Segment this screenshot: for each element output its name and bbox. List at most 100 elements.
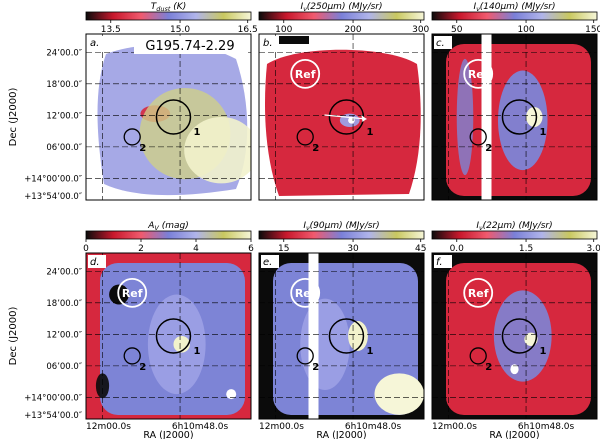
panel-b: 100 200 300 Iν(250μm) (MJy/sr) Ref 1 2 b. <box>258 2 430 201</box>
colorbar-tick: 16.5 <box>238 25 258 35</box>
panel-title: G195.74-2.29 <box>145 39 234 54</box>
y-axis-label: Dec (J2000) <box>8 88 19 147</box>
source-1-label: 1 <box>539 127 546 138</box>
source-2-circle <box>296 128 314 146</box>
ref-label: Ref <box>122 287 143 300</box>
colorbar <box>85 11 252 21</box>
y-tick-label: +14°00’00.0″ <box>24 393 82 403</box>
y-tick-label: 12’00.0″ <box>46 330 82 340</box>
colorbar-tick: 15.0 <box>170 25 190 35</box>
map-image <box>432 253 597 419</box>
y-tick-label: 24’00.0″ <box>46 267 82 277</box>
x-axis-label: RA (J2000) <box>489 430 539 439</box>
panel-letter: d. <box>90 257 100 268</box>
panel-letter: a. <box>90 38 99 49</box>
x-tick-label: 12m00.0s <box>259 422 304 432</box>
colorbar-tick: 100 <box>275 25 292 35</box>
source-2-circle <box>469 347 487 365</box>
arrow <box>324 114 367 120</box>
colorbar <box>258 230 425 240</box>
map-image <box>432 34 597 200</box>
source-1-circle <box>155 318 192 354</box>
source-2-circle <box>469 128 487 146</box>
panel-letter: c. <box>436 38 445 49</box>
source-1-label: 1 <box>193 346 200 357</box>
colorbar-label: Iν(22μm) (MJy/sr) <box>476 221 552 232</box>
map-image <box>86 253 251 419</box>
panel-a: 13.5 15.0 16.5 Tdust (K) 1 2 a. G195.74-2.29 <box>85 2 258 201</box>
ref-circle <box>290 277 321 308</box>
x-tick-label: 6h10m48.0s <box>345 422 402 432</box>
panel-f: 0.0 1.5 3.0 Iν(22μm) (MJy/sr) Ref 1 2 f. <box>431 221 600 420</box>
source-2-label: 2 <box>485 362 492 373</box>
source-1-label: 1 <box>193 127 200 138</box>
colorbar-tick: 13.5 <box>101 25 121 35</box>
colorbar <box>431 230 598 240</box>
x-axis-label: RA (J2000) <box>143 430 193 439</box>
x-tick-label: 6h10m48.0s <box>518 422 575 432</box>
colorbar-tick: 0.0 <box>450 244 465 254</box>
colorbar-tick: 300 <box>412 25 429 35</box>
colorbar-tick: 4 <box>193 244 199 254</box>
y-axis-2: 24’00.0″ 18’00.0″ 12’00.0″ 06’00.0″ +14°00’0… <box>8 267 82 421</box>
colorbar-tick: 0 <box>83 244 89 254</box>
panel-c: 50 100 150 Iν(140μm) (MJy/sr) Ref 1 2 c. <box>431 2 600 201</box>
colorbar-tick: 50 <box>451 25 463 35</box>
source-2-label: 2 <box>139 143 146 154</box>
source-2-circle <box>296 347 314 365</box>
panel-e: 15 30 45 Iν(90μm) (MJy/sr) Ref 1 2 e. <box>258 221 426 420</box>
y-tick-label: +14°00’00.0″ <box>24 174 82 184</box>
x-tick-label: 12m00.0s <box>432 422 477 432</box>
y-tick-label: 06’00.0″ <box>46 362 82 372</box>
source-2-label: 2 <box>485 143 492 154</box>
ref-circle <box>290 58 321 89</box>
y-tick-label: 18’00.0″ <box>46 80 82 90</box>
colorbar-tick: 100 <box>517 25 534 35</box>
x-axis-label: RA (J2000) <box>316 430 366 439</box>
source-1-circle <box>501 318 538 354</box>
source-1-label: 1 <box>366 346 373 357</box>
y-axis-1: 24’00.0″ 18’00.0″ 12’00.0″ 06’00.0″ +14°00’0… <box>8 48 82 202</box>
colorbar-tick: 6 <box>248 244 254 254</box>
colorbar-tick: 15 <box>278 244 289 254</box>
panel-letter-box <box>434 255 452 268</box>
source-2-circle <box>123 347 141 365</box>
source-2-circle <box>123 128 141 146</box>
y-tick-label: 18’00.0″ <box>46 299 82 309</box>
panel-d: 0 2 4 6 AV (mag) Ref 1 2 d. <box>83 221 254 420</box>
source-2-label: 2 <box>139 362 146 373</box>
colorbar-label: AV (mag) <box>147 221 189 232</box>
colorbar-label: Iν(250μm) (MJy/sr) <box>300 2 382 13</box>
source-1-label: 1 <box>366 127 373 138</box>
colorbar-tick: 200 <box>344 25 361 35</box>
source-1-label: 1 <box>539 346 546 357</box>
y-axis-label: Dec (J2000) <box>8 307 19 366</box>
map-image <box>86 34 251 200</box>
panel-letter-box <box>434 36 452 49</box>
ref-label: Ref <box>468 68 489 81</box>
colorbar-tick: 2 <box>138 244 144 254</box>
y-tick-label: 24’00.0″ <box>46 48 82 58</box>
y-tick-label: 06’00.0″ <box>46 143 82 153</box>
colorbar-tick: 150 <box>585 25 600 35</box>
ref-circle <box>463 58 494 89</box>
x-tick-label: 6h10m48.0s <box>172 422 229 432</box>
colorbar <box>258 11 425 21</box>
ref-label: Ref <box>468 287 489 300</box>
ref-label: Ref <box>295 68 316 81</box>
map-image <box>259 253 424 419</box>
panel-letter: f. <box>436 257 443 268</box>
colorbar-label: Tdust (K) <box>151 2 186 13</box>
colorbar-tick: 45 <box>415 244 426 254</box>
y-tick-label: +13°54’00.0″ <box>24 411 82 421</box>
source-1-circle <box>155 99 192 135</box>
source-2-label: 2 <box>312 362 319 373</box>
y-tick-label: 12’00.0″ <box>46 111 82 121</box>
colorbar-tick: 3.0 <box>587 244 600 254</box>
colorbar-label: Iν(140μm) (MJy/sr) <box>473 2 555 13</box>
ref-label: Ref <box>295 287 316 300</box>
x-tick-label: 12m00.0s <box>86 422 131 432</box>
